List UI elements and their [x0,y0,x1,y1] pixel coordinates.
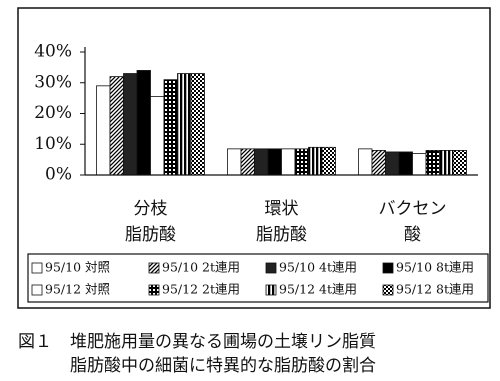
legend-label: 95/10 4t連用 [279,260,357,275]
bar [398,151,413,176]
caption-line: 堆肥施用量の異なる圃場の土壌リン脂質 [70,332,376,352]
bar [412,153,427,176]
bar [358,148,373,176]
bar [227,148,242,176]
legend-label: 95/10 2t連用 [162,260,240,275]
y-tick-label: 0% [45,165,72,185]
bar [452,149,467,176]
bar [136,70,151,176]
bar [321,146,336,176]
bar [109,76,124,176]
bar [177,73,192,176]
y-tick-label: 40% [34,42,72,62]
bar [439,149,454,176]
bar [150,96,165,176]
bar [123,73,138,176]
y-tick-label: 10% [34,134,72,154]
bar [308,146,323,176]
y-tick-label: 30% [34,72,72,92]
legend-swatch [31,262,43,274]
bar [425,149,440,176]
legend-swatch [382,262,394,274]
legend-swatch [148,262,160,274]
bar [190,73,205,176]
bar [267,148,282,176]
legend-label: 95/12 対照 [45,282,110,297]
legend-label: 95/12 8t連用 [396,282,474,297]
chart-frame [17,7,491,309]
legend-label: 95/12 4t連用 [279,282,357,297]
x-tick-label: 環状 脂肪酸 [256,199,307,245]
bar [254,148,269,176]
x-tick-label: バクセン 酸 [378,199,447,245]
legend-swatch [31,284,43,296]
bar [371,149,386,176]
bar [294,148,309,176]
caption-line: 脂肪酸中の細菌に特異的な脂肪酸の割合 [70,356,376,376]
bar [281,148,296,176]
legend-swatch [148,284,160,296]
bar [240,148,255,176]
legend-frame [27,253,489,303]
x-tick-label: 分枝 脂肪酸 [125,199,176,245]
caption-label: 図１ [18,332,52,352]
bar [385,151,400,176]
legend-swatch [265,262,277,274]
legend-swatch [265,284,277,296]
legend-label: 95/10 8t連用 [396,260,474,275]
y-tick-label: 20% [34,103,72,123]
bar [96,85,111,176]
bar [163,79,178,176]
legend-label: 95/12 2t連用 [162,282,240,297]
legend-label: 95/10 対照 [45,260,110,275]
legend-swatch [382,284,394,296]
